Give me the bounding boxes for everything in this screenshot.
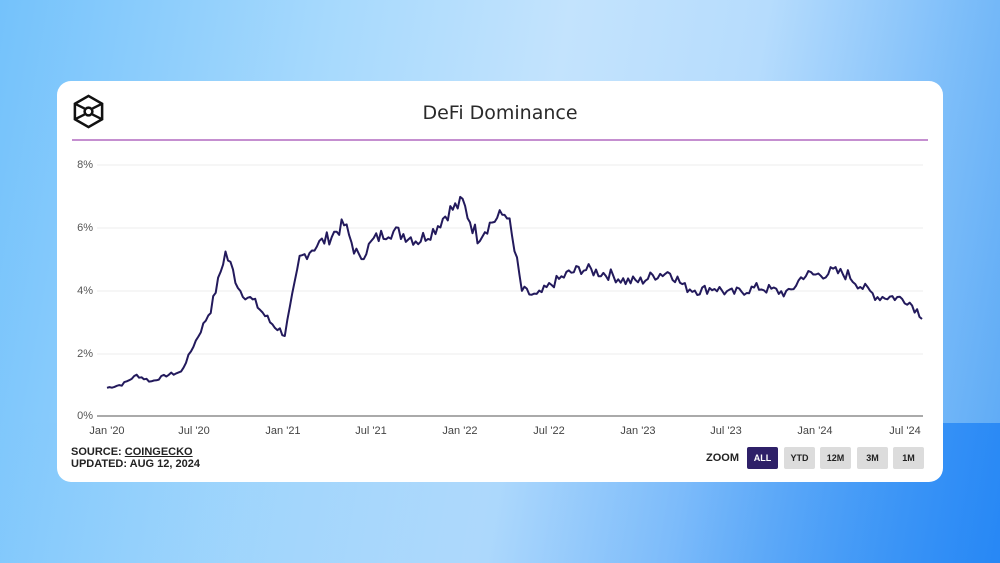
title-divider	[72, 139, 928, 141]
y-tick-label: 8%	[77, 159, 93, 171]
cube-logo-icon	[73, 94, 104, 129]
y-tick-label: 6%	[77, 222, 93, 234]
zoom-ytd-button[interactable]: YTD	[784, 447, 815, 469]
x-tick-label: Jan '24	[797, 425, 833, 437]
updated-date: UPDATED: AUG 12, 2024	[71, 458, 200, 470]
y-tick-label: 4%	[77, 285, 93, 297]
zoom-1m-button[interactable]: 1M	[893, 447, 924, 469]
zoom-all-button[interactable]: ALL	[747, 447, 778, 469]
x-tick-label: Jan '20	[89, 425, 125, 437]
gridlines	[97, 164, 923, 355]
x-tick-label: Jul '22	[533, 425, 565, 437]
zoom-12m-button[interactable]: 12M	[820, 447, 851, 469]
line-chart	[97, 164, 923, 417]
x-tick-label: Jan '21	[265, 425, 301, 437]
chart-card: DeFi Dominance 8% 6% 4% 2% 0% Jan '20 Ju…	[57, 81, 943, 482]
zoom-label: ZOOM	[706, 452, 739, 464]
zoom-3m-button[interactable]: 3M	[857, 447, 888, 469]
x-tick-label: Jul '23	[710, 425, 742, 437]
dominance-line	[106, 195, 923, 389]
source-note: SOURCE: COINGECKO UPDATED: AUG 12, 2024	[71, 446, 200, 470]
x-tick-label: Jan '23	[620, 425, 656, 437]
chart-title: DeFi Dominance	[422, 102, 578, 124]
x-tick-label: Jan '22	[442, 425, 478, 437]
y-tick-label: 0%	[77, 410, 93, 422]
x-tick-label: Jul '24	[889, 425, 921, 437]
x-tick-label: Jul '21	[355, 425, 387, 437]
source-link[interactable]: COINGECKO	[124, 446, 193, 458]
x-tick-label: Jul '20	[178, 425, 210, 437]
y-tick-label: 2%	[77, 348, 93, 360]
source-prefix: SOURCE:	[71, 446, 125, 458]
